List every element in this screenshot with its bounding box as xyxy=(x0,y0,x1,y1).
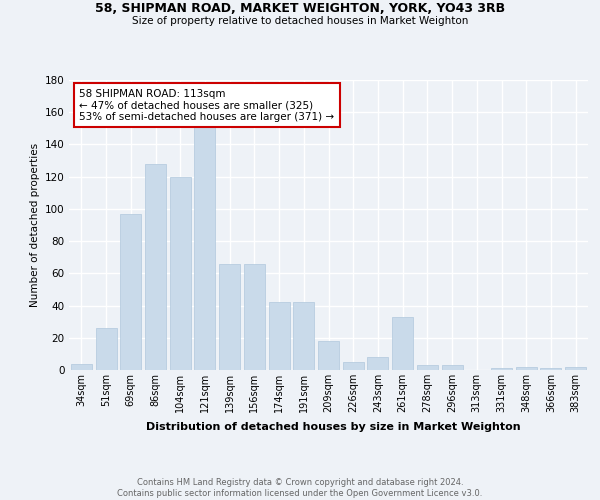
Bar xyxy=(392,317,413,370)
Bar xyxy=(95,328,116,370)
Bar xyxy=(541,368,562,370)
Bar xyxy=(170,176,191,370)
Bar xyxy=(491,368,512,370)
Bar xyxy=(293,302,314,370)
Bar xyxy=(367,357,388,370)
Bar xyxy=(565,367,586,370)
Bar xyxy=(194,126,215,370)
Bar xyxy=(145,164,166,370)
Text: 58 SHIPMAN ROAD: 113sqm
← 47% of detached houses are smaller (325)
53% of semi-d: 58 SHIPMAN ROAD: 113sqm ← 47% of detache… xyxy=(79,88,335,122)
Text: Size of property relative to detached houses in Market Weighton: Size of property relative to detached ho… xyxy=(132,16,468,26)
Bar xyxy=(318,341,339,370)
Bar xyxy=(417,365,438,370)
Bar xyxy=(120,214,141,370)
Bar xyxy=(269,302,290,370)
Text: Contains HM Land Registry data © Crown copyright and database right 2024.
Contai: Contains HM Land Registry data © Crown c… xyxy=(118,478,482,498)
Bar xyxy=(219,264,240,370)
Text: 58, SHIPMAN ROAD, MARKET WEIGHTON, YORK, YO43 3RB: 58, SHIPMAN ROAD, MARKET WEIGHTON, YORK,… xyxy=(95,2,505,16)
Bar xyxy=(442,365,463,370)
Bar xyxy=(244,264,265,370)
Y-axis label: Number of detached properties: Number of detached properties xyxy=(29,143,40,307)
Bar xyxy=(516,367,537,370)
Bar xyxy=(71,364,92,370)
Text: Distribution of detached houses by size in Market Weighton: Distribution of detached houses by size … xyxy=(146,422,520,432)
Bar xyxy=(343,362,364,370)
